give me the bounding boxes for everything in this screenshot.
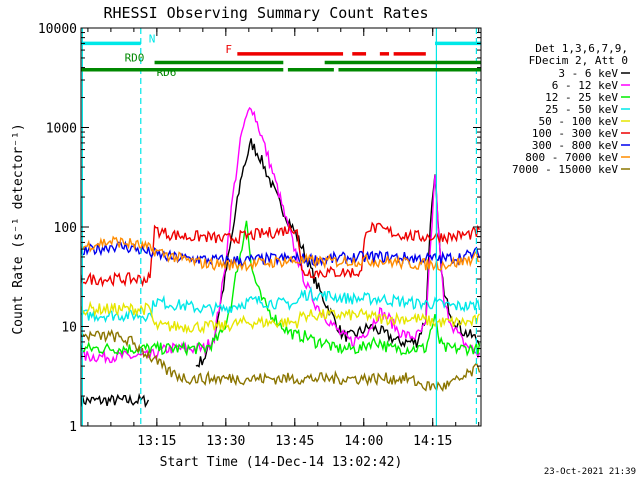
state-bar-label-2: RD0: [125, 52, 145, 65]
y-tick-label-3: 1000: [46, 122, 77, 137]
y-tick-label-4: 10000: [38, 22, 77, 37]
y-axis-label: Count Rate (s⁻¹ detector⁻¹): [11, 123, 26, 334]
series-line-1: [81, 106, 481, 365]
legend-label-0: 3 - 6 keV: [558, 67, 618, 80]
legend-label-4: 50 - 100 keV: [539, 115, 619, 128]
x-tick-label-0: 13:15: [137, 434, 176, 449]
series-line-6: [81, 240, 481, 268]
legend-label-3: 25 - 50 keV: [545, 103, 618, 116]
y-tick-label-2: 100: [54, 221, 77, 236]
series-line-4: [81, 300, 481, 335]
legend-label-2: 12 - 25 keV: [545, 91, 618, 104]
series-line-3: [81, 286, 481, 324]
legend-header-1: FDecim 2, Att 0: [529, 54, 628, 67]
x-tick-label-2: 13:45: [275, 434, 314, 449]
state-bar-label-3: RD6: [157, 66, 177, 79]
series-line-7: [81, 235, 480, 272]
series-line-5: [81, 221, 481, 288]
x-tick-label-3: 14:00: [344, 434, 383, 449]
legend-header-0: Det 1,3,6,7,9,: [535, 42, 628, 55]
x-tick-label-1: 13:30: [206, 434, 245, 449]
legend-label-8: 7000 - 15000 keV: [512, 163, 618, 176]
legend-label-1: 6 - 12 keV: [552, 79, 619, 92]
state-bar-label-0: N: [149, 32, 156, 45]
state-bar-label-1: F: [225, 43, 232, 56]
series-line-0: [81, 138, 481, 408]
legend-label-6: 300 - 800 keV: [532, 139, 618, 152]
legend-label-5: 100 - 300 keV: [532, 127, 618, 140]
timestamp: 23-Oct-2021 21:39: [544, 467, 636, 477]
plot-area: N F RD0 RD6: [81, 28, 481, 426]
axes: 13:15 13:30 13:45 14:00 14:15 1 10 100 1000 10000: [38, 22, 481, 449]
y-tick-label-1: 10: [61, 321, 77, 336]
legend-label-7: 800 - 7000 keV: [525, 151, 618, 164]
x-tick-label-4: 14:15: [413, 434, 452, 449]
x-axis-label: Start Time (14-Dec-14 13:02:42): [160, 455, 403, 470]
series-line-8: [81, 328, 481, 393]
y-tick-label-0: 1: [69, 420, 77, 435]
legend: Det 1,3,6,7,9,FDecim 2, Att 03 - 6 keV6 …: [512, 42, 630, 176]
chart-title: RHESSI Observing Summary Count Rates: [103, 4, 428, 22]
